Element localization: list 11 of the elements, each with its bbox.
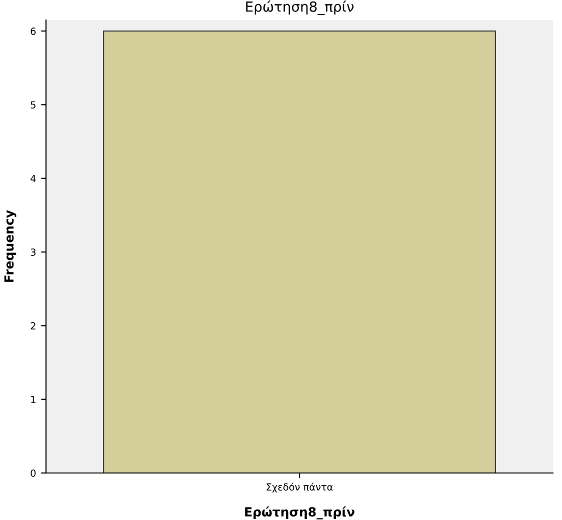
x-axis-title: Ερώτηση8_πρίν xyxy=(245,506,354,520)
y-tick-label: 2 xyxy=(30,322,36,330)
y-tick-label: 0 xyxy=(30,469,36,477)
y-tick-label: 5 xyxy=(30,101,36,109)
y-tick-label: 3 xyxy=(30,248,36,256)
y-tick-label: 6 xyxy=(30,28,36,35)
x-tick-label: Σχεδόν πάντα xyxy=(266,482,333,493)
y-axis-title: Frequency xyxy=(4,210,16,282)
y-tick-label: 1 xyxy=(31,396,36,404)
y-tick-label: 4 xyxy=(30,174,36,182)
chart-title: Ερώτηση8_πρίν xyxy=(246,0,354,15)
